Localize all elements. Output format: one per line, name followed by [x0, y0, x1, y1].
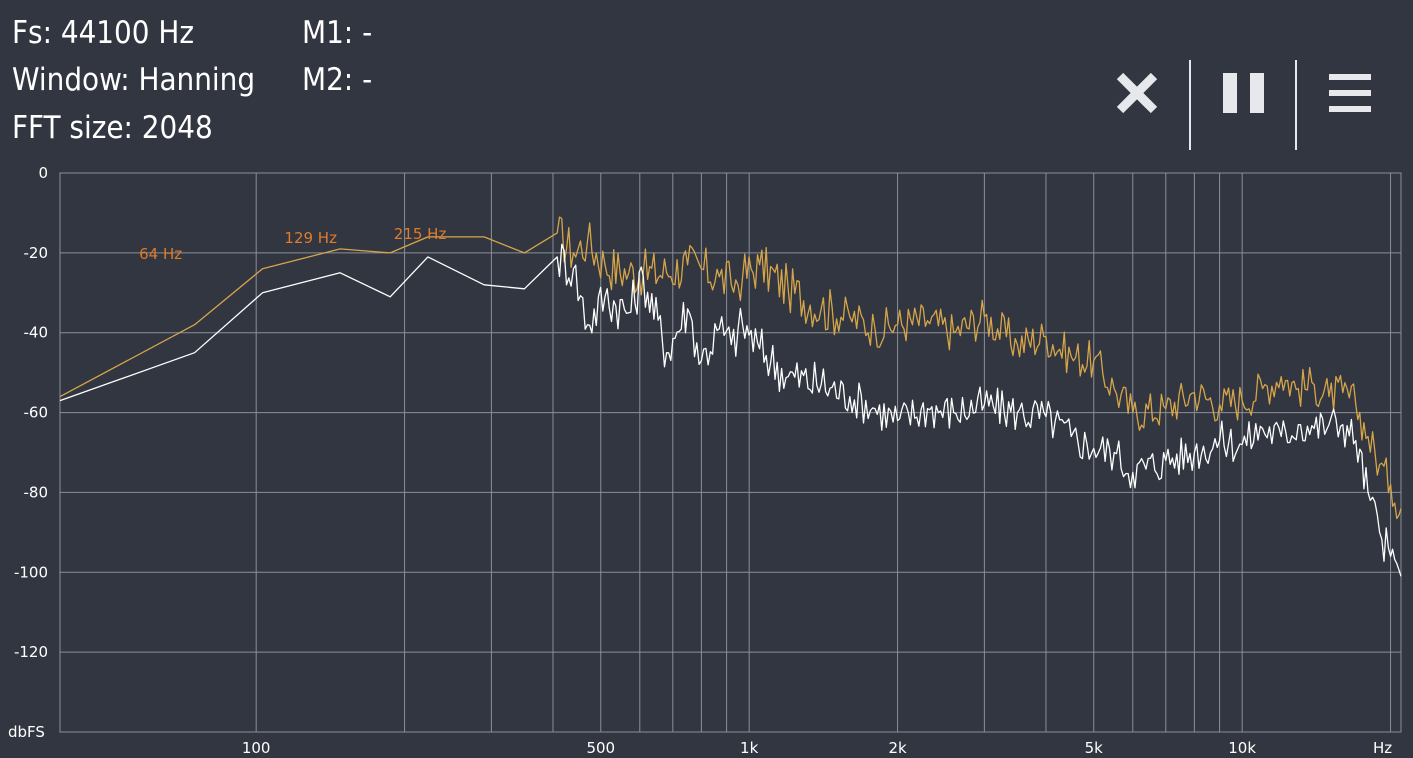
- chart-markers: 64 Hz 129 Hz 215 Hz: [139, 225, 446, 263]
- peak-marker-label: 215 Hz: [394, 225, 447, 243]
- y-tick-label: 0: [38, 164, 48, 182]
- chart-grid: [59, 172, 1402, 733]
- plot-frame: [59, 172, 1402, 733]
- pause-button[interactable]: [1204, 62, 1284, 132]
- y-tick-label: -80: [24, 483, 49, 501]
- x-tick-label: 2k: [888, 739, 907, 757]
- x-tick-label: 100: [242, 739, 271, 757]
- close-button[interactable]: [1098, 62, 1178, 132]
- chart-series: [59, 216, 1402, 577]
- close-icon: [1116, 72, 1158, 114]
- chart-ticks: 0 -20 -40 -60 -80 -100 -120 100 500 1k 2k 5k 10k: [14, 164, 1256, 757]
- peak-hold-series-line: [59, 216, 1402, 520]
- toolbar-divider: [1295, 60, 1297, 150]
- y-tick-label: -120: [14, 643, 48, 661]
- menu-button[interactable]: [1310, 62, 1390, 132]
- window-label: Window: Hanning: [12, 62, 256, 98]
- x-tick-label: 1k: [740, 739, 759, 757]
- x-tick-label: 10k: [1228, 739, 1256, 757]
- sample-rate-label: Fs: 44100 Hz: [12, 15, 195, 51]
- peak-marker-label: 129 Hz: [284, 229, 337, 247]
- x-tick-label: 5k: [1085, 739, 1104, 757]
- toolbar-divider: [1189, 60, 1191, 150]
- x-axis-unit-label: Hz: [1373, 739, 1392, 757]
- y-tick-label: -40: [24, 324, 49, 342]
- marker2-readout: M2: -: [302, 62, 373, 98]
- y-tick-label: -20: [24, 244, 49, 262]
- marker1-readout: M1: -: [302, 15, 373, 51]
- menu-icon: [1329, 74, 1371, 112]
- x-tick-label: 500: [586, 739, 615, 757]
- live-series-line: [59, 243, 1402, 577]
- y-tick-label: -100: [14, 563, 48, 581]
- peak-marker-label: 64 Hz: [139, 245, 182, 263]
- pause-icon: [1223, 73, 1264, 113]
- y-axis-unit-label: dbFS: [8, 723, 45, 741]
- y-tick-label: -60: [24, 404, 49, 422]
- fft-size-label: FFT size: 2048: [12, 110, 213, 146]
